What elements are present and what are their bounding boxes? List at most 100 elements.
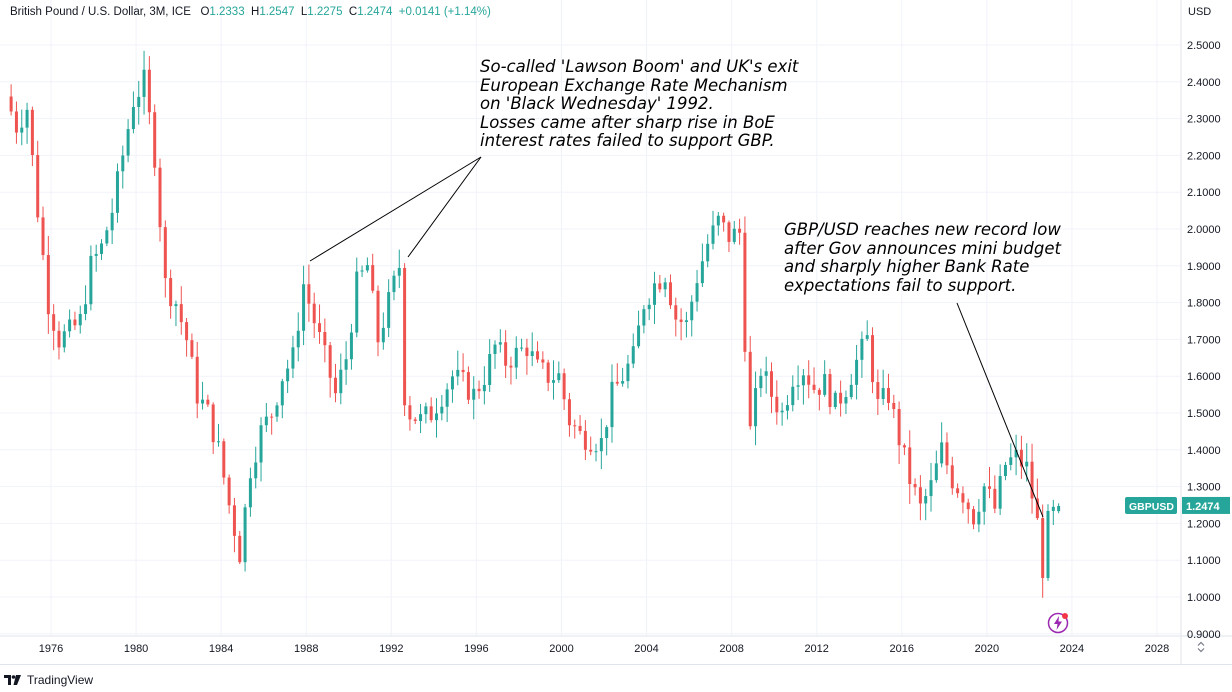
candle-body bbox=[855, 359, 859, 385]
candle-body bbox=[546, 362, 550, 383]
candle-body bbox=[918, 487, 922, 504]
candle-body bbox=[562, 373, 566, 400]
candle-body bbox=[461, 369, 465, 373]
candle-body bbox=[403, 267, 407, 406]
x-tick-label: 1988 bbox=[294, 643, 318, 655]
candle-body bbox=[126, 129, 130, 156]
candle-body bbox=[1009, 457, 1013, 465]
price-badge[interactable]: GBPUSD 1.2474 bbox=[1125, 496, 1230, 514]
candle-body bbox=[865, 335, 869, 339]
candle-body bbox=[605, 427, 609, 439]
collapse-icon bbox=[1197, 641, 1205, 653]
candle-body bbox=[46, 255, 50, 315]
candle-body bbox=[578, 425, 582, 431]
candle-body bbox=[940, 442, 944, 464]
x-tick-label: 1992 bbox=[379, 643, 403, 655]
candle-body bbox=[716, 215, 720, 226]
candle-body bbox=[30, 109, 34, 156]
candle-body bbox=[302, 284, 306, 331]
y-tick-label: 1.7000 bbox=[1187, 334, 1221, 346]
candle-body bbox=[328, 345, 332, 378]
y-tick-label: 0.9000 bbox=[1187, 629, 1221, 641]
tradingview-logo[interactable]: TradingView bbox=[4, 673, 93, 687]
candle-body bbox=[886, 388, 890, 403]
candle-body bbox=[169, 278, 173, 307]
candle-body bbox=[769, 371, 773, 397]
candle-body bbox=[397, 267, 401, 276]
annotation-mini-budget: GBP/USD reaches new record low after Gov… bbox=[784, 220, 1061, 295]
ticker-tag bbox=[1125, 496, 1177, 514]
candle-body bbox=[674, 305, 678, 320]
candle-body bbox=[871, 335, 875, 383]
candle-body bbox=[185, 322, 189, 341]
candle-body bbox=[195, 356, 199, 404]
candle-body bbox=[323, 331, 327, 346]
candle-body bbox=[89, 255, 93, 305]
candle-body bbox=[950, 465, 954, 489]
tradingview-icon bbox=[4, 675, 21, 685]
candle-body bbox=[174, 304, 178, 307]
candle-body bbox=[84, 304, 88, 314]
candle-body bbox=[232, 505, 236, 536]
candle-body bbox=[286, 368, 290, 382]
candle-body bbox=[20, 127, 24, 133]
candle-body bbox=[1019, 449, 1023, 467]
candle-body bbox=[73, 319, 77, 326]
y-tick-label: 1.5000 bbox=[1187, 408, 1221, 420]
candle-body bbox=[658, 283, 662, 290]
candle-body bbox=[711, 225, 715, 244]
candle-body bbox=[365, 265, 369, 271]
bolt-icon[interactable] bbox=[1046, 611, 1070, 635]
candle-body bbox=[450, 376, 454, 390]
open-label: O bbox=[200, 6, 210, 18]
candle-body bbox=[312, 303, 316, 324]
candle-body bbox=[833, 392, 837, 408]
candle-body bbox=[748, 351, 752, 427]
footer: TradingView bbox=[0, 664, 1232, 692]
candle-body bbox=[796, 385, 800, 387]
candle-body bbox=[360, 270, 364, 272]
candle-body bbox=[466, 372, 470, 400]
candle-body bbox=[419, 414, 423, 422]
candle-body bbox=[520, 347, 524, 349]
time-axis: 1976 1980 1984 1988 1992 1996 2000 2004 2008 2012… bbox=[39, 643, 1169, 655]
candle-body bbox=[110, 212, 114, 231]
candle-body bbox=[972, 509, 976, 525]
candle-body bbox=[100, 243, 104, 254]
candle-body bbox=[424, 406, 428, 415]
candle-body bbox=[349, 332, 353, 360]
candle-body bbox=[626, 363, 630, 382]
candle-body bbox=[1046, 510, 1050, 578]
y-tick-label: 1.1000 bbox=[1187, 555, 1221, 567]
candle-body bbox=[275, 405, 279, 417]
candle-body bbox=[908, 447, 912, 485]
candle-body bbox=[902, 445, 906, 448]
y-tick-label: 2.0000 bbox=[1187, 224, 1221, 236]
candle-body bbox=[695, 283, 699, 302]
candle-body bbox=[307, 284, 311, 304]
candle-body bbox=[541, 359, 545, 363]
candle-body bbox=[504, 342, 508, 366]
y-tick-label: 1.8000 bbox=[1187, 298, 1221, 310]
candle-body bbox=[115, 171, 119, 213]
high-value: 1.2547 bbox=[259, 6, 295, 18]
candle-body bbox=[961, 493, 965, 503]
candle-body bbox=[355, 271, 359, 333]
price-axis: USD 2.5000 2.4000 2.3000 2.2000 2.1000 2.0000 1… bbox=[1125, 6, 1230, 641]
x-tick-label: 2016 bbox=[890, 643, 914, 655]
candle-body bbox=[828, 374, 832, 408]
autoscale-button[interactable] bbox=[1193, 641, 1209, 657]
candle-body bbox=[679, 319, 683, 323]
y-tick-label: 1.0000 bbox=[1187, 592, 1221, 604]
candle-body bbox=[722, 215, 726, 223]
candle-body bbox=[270, 416, 274, 418]
candle-body bbox=[211, 404, 215, 443]
candle-body bbox=[966, 502, 970, 510]
candle-body bbox=[227, 477, 231, 506]
x-tick-label: 2024 bbox=[1060, 643, 1084, 655]
candle-body bbox=[998, 476, 1002, 509]
annotation-line: and sharply higher Bank Rate bbox=[784, 257, 1030, 277]
candle-body bbox=[817, 389, 821, 395]
candle-body bbox=[52, 314, 56, 331]
